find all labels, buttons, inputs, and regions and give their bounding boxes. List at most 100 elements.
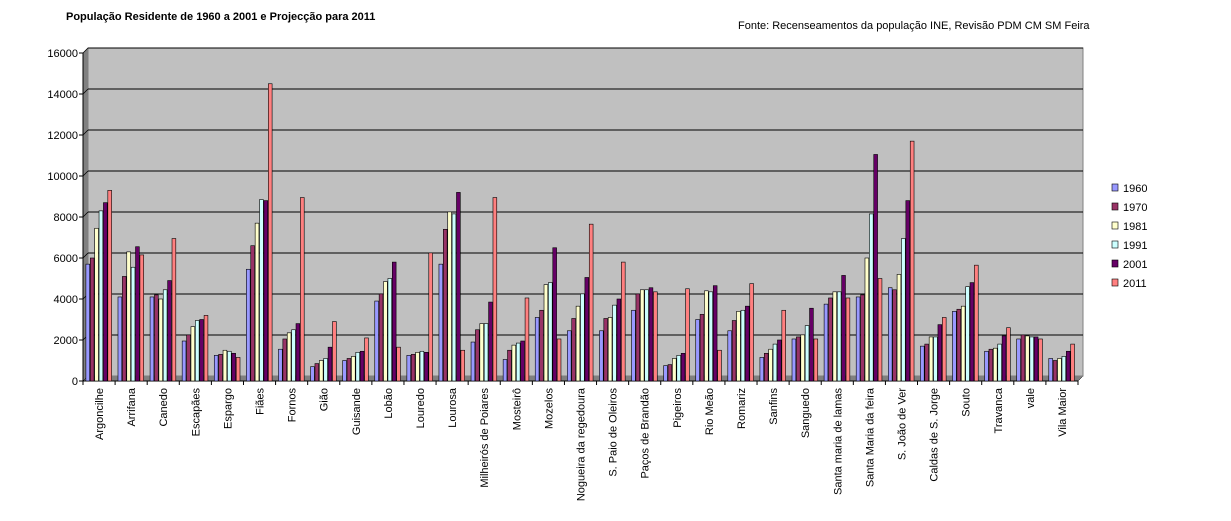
bar-1960 — [342, 360, 347, 382]
bar-2011 — [1070, 343, 1075, 382]
bar-1991 — [98, 210, 104, 382]
bar-2011 — [300, 197, 305, 382]
bar-1981 — [1057, 358, 1062, 382]
bar-2011 — [460, 349, 465, 382]
bar-1970 — [667, 364, 673, 382]
category-label: Escapães — [190, 388, 202, 437]
bar-2001 — [263, 200, 269, 382]
bar-1991 — [291, 329, 296, 382]
bar-2011 — [364, 337, 369, 382]
bar-2011 — [139, 254, 145, 382]
plot-area: 0 2000 4000 6000 8000 10000 12000 14000 16000 Arg… — [47, 47, 1084, 501]
bar-2011 — [653, 291, 658, 382]
bar-1960 — [534, 317, 540, 382]
category-label: S. Paio de Oleiros — [608, 388, 620, 477]
category-label: Louredo — [415, 388, 427, 428]
legend-label-1960: 1960 — [1123, 183, 1147, 195]
gridline-depth — [82, 129, 89, 136]
bar-1991 — [548, 282, 553, 382]
legend-label-1981: 1981 — [1123, 221, 1147, 233]
bar-1970 — [539, 309, 544, 382]
bar-1981 — [768, 348, 773, 382]
y-tick-label: 12000 — [47, 130, 78, 142]
bar-1981 — [832, 291, 837, 382]
bar-1960 — [599, 330, 604, 382]
category-label: Santa maria de lamas — [832, 388, 844, 495]
bar-1970 — [507, 349, 512, 382]
category-label: Santa Maria da feira — [864, 387, 876, 487]
bar-1981 — [575, 305, 581, 382]
bar-2011 — [492, 197, 498, 382]
bar-1981 — [94, 227, 99, 382]
bar-1970 — [603, 318, 608, 382]
bar-1981 — [222, 349, 228, 382]
bar-2011 — [332, 321, 337, 382]
bar-1970 — [154, 294, 159, 382]
bar-1970 — [764, 353, 769, 382]
bar-1970 — [924, 343, 929, 382]
bar-1981 — [864, 257, 870, 382]
bar-2011 — [171, 238, 177, 382]
y-tick-label: 6000 — [54, 253, 78, 265]
legend-label-1991: 1991 — [1123, 240, 1147, 252]
bar-1970 — [731, 320, 737, 382]
category-label: Mozelos — [543, 388, 555, 429]
bar-1991 — [516, 342, 521, 382]
bar-1960 — [310, 366, 315, 382]
bar-1960 — [791, 338, 797, 382]
bar-1991 — [708, 291, 713, 382]
bar-2001 — [1033, 336, 1039, 382]
bar-1981 — [190, 326, 196, 382]
category-label: Pigeiros — [672, 388, 684, 428]
category-label: vale — [1025, 388, 1037, 408]
bar-2011 — [813, 338, 819, 382]
bar-1981 — [158, 298, 163, 382]
bar-1970 — [635, 293, 641, 382]
category-label: Fornos — [287, 388, 299, 423]
bar-2001 — [456, 192, 461, 382]
bar-1970 — [860, 294, 865, 382]
category-label: Espargo — [222, 388, 234, 429]
category-label: Fiães — [255, 388, 267, 415]
bar-1991 — [483, 323, 489, 382]
legend-swatch-1981 — [1111, 221, 1119, 230]
legend-swatch-1960 — [1111, 183, 1119, 192]
bar-2011 — [268, 83, 273, 382]
bar-1970 — [443, 229, 448, 382]
bar-2001 — [1001, 335, 1007, 382]
category-label: Guisande — [351, 388, 363, 435]
category-label: Souto — [961, 388, 973, 417]
bar-1970 — [250, 245, 255, 382]
bar-1981 — [383, 281, 388, 382]
bar-1960 — [374, 300, 379, 382]
chart-title: População Residente de 1960 a 2001 e Pro… — [66, 11, 376, 23]
bar-1981 — [447, 211, 452, 382]
bar-1991 — [195, 320, 200, 382]
bar-1991 — [965, 286, 970, 382]
bar-1981 — [896, 274, 902, 382]
bar-2011 — [877, 278, 883, 382]
bar-1970 — [186, 334, 191, 382]
bar-1960 — [181, 340, 187, 382]
bar-1960 — [85, 263, 90, 382]
bar-2001 — [712, 285, 718, 382]
category-label: Lourosa — [447, 387, 459, 428]
bar-1991 — [997, 343, 1002, 382]
bar-2001 — [584, 277, 589, 382]
bar-1991 — [227, 350, 232, 382]
bar-1991 — [804, 325, 810, 382]
bar-2001 — [167, 280, 172, 382]
legend-swatch-2001 — [1111, 259, 1119, 268]
bar-1981 — [543, 284, 549, 382]
bar-1960 — [213, 355, 219, 382]
bar-1991 — [772, 343, 778, 382]
bar-2001 — [809, 307, 814, 382]
bar-1970 — [1020, 334, 1026, 382]
category-label: Sanfins — [768, 388, 780, 425]
bar-1991 — [323, 358, 328, 382]
category-label: Sanguedo — [800, 388, 812, 438]
category-label: Paços de Brandão — [640, 388, 652, 479]
bar-2011 — [203, 315, 209, 382]
bar-1960 — [759, 357, 765, 382]
bar-1991 — [836, 291, 842, 382]
